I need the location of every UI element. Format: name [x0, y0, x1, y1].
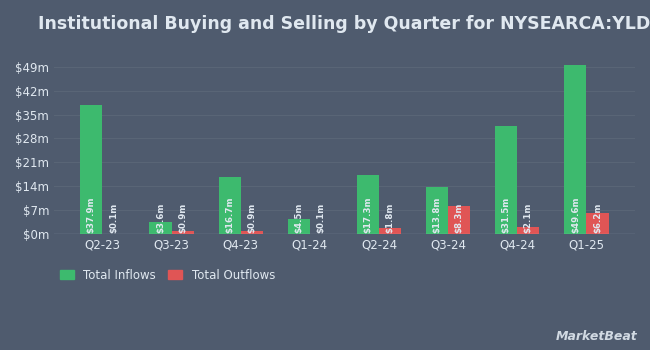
Text: $16.7m: $16.7m	[225, 196, 234, 233]
Bar	[81, 105, 103, 234]
Text: $8.3m: $8.3m	[455, 203, 463, 233]
Bar	[288, 219, 310, 234]
Text: $3.6m: $3.6m	[156, 203, 165, 233]
Bar	[357, 175, 379, 234]
Bar	[586, 213, 608, 234]
Text: $0.9m: $0.9m	[178, 203, 187, 233]
Title: Institutional Buying and Selling by Quarter for NYSEARCA:YLD: Institutional Buying and Selling by Quar…	[38, 15, 650, 33]
Bar	[426, 187, 448, 234]
Text: $17.3m: $17.3m	[363, 196, 372, 233]
Text: $6.2m: $6.2m	[593, 203, 602, 233]
Text: $0.1m: $0.1m	[317, 203, 326, 233]
Text: MarketBeat: MarketBeat	[555, 330, 637, 343]
Bar	[564, 65, 586, 234]
Text: $4.5m: $4.5m	[294, 203, 304, 233]
Bar	[379, 228, 401, 234]
Text: $1.8m: $1.8m	[385, 203, 395, 233]
Text: $0.9m: $0.9m	[247, 203, 256, 233]
Bar	[172, 231, 194, 234]
Text: $31.5m: $31.5m	[502, 197, 511, 233]
Text: $13.8m: $13.8m	[433, 197, 441, 233]
Bar	[517, 227, 539, 234]
Bar	[218, 177, 240, 234]
Text: $2.1m: $2.1m	[524, 203, 533, 233]
Bar	[150, 222, 172, 234]
Bar	[448, 206, 471, 234]
Text: $49.6m: $49.6m	[571, 196, 580, 233]
Text: $37.9m: $37.9m	[87, 196, 96, 233]
Text: $0.1m: $0.1m	[109, 203, 118, 233]
Legend: Total Inflows, Total Outflows: Total Inflows, Total Outflows	[60, 268, 275, 281]
Bar	[240, 231, 263, 234]
Bar	[495, 126, 517, 234]
